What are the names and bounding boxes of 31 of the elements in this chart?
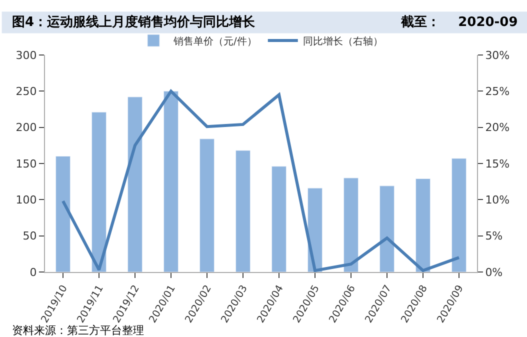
- y-tick-label: 100: [16, 194, 37, 207]
- legend-label: 销售单价（元/件）: [172, 35, 257, 48]
- y-tick-label: 150: [16, 157, 37, 170]
- chart-title: 图4：运动服线上月度销售均价与同比增长: [12, 14, 256, 30]
- y-tick-label: 0: [30, 266, 37, 279]
- bar: [452, 158, 466, 272]
- y2-tick-label: 25%: [485, 85, 510, 98]
- y2-tick-label: 0%: [485, 266, 503, 279]
- bar: [200, 138, 214, 272]
- y-tick-label: 250: [16, 85, 37, 98]
- y-tick-label: 200: [16, 121, 37, 134]
- bar: [344, 178, 358, 272]
- bar: [164, 90, 178, 272]
- y2-tick-label: 10%: [485, 194, 510, 207]
- y-tick-label: 300: [16, 48, 37, 62]
- bar: [380, 186, 394, 272]
- legend-label: 同比增长（右轴）: [302, 35, 383, 48]
- bar: [416, 178, 430, 272]
- bar: [92, 112, 106, 272]
- chart-subtitle: 截至： 2020-09: [400, 15, 518, 30]
- y2-tick-label: 15%: [485, 157, 510, 170]
- y2-tick-label: 5%: [485, 230, 503, 243]
- bar: [128, 96, 142, 272]
- bar: [236, 150, 250, 272]
- bar: [56, 156, 70, 272]
- y2-tick-label: 30%: [485, 48, 510, 62]
- text: 资料来源：第三方平台整理: [12, 324, 144, 337]
- line-series: [62, 90, 460, 272]
- y2-tick-label: 20%: [485, 121, 510, 134]
- bar: [272, 166, 286, 272]
- y-tick-label: 50: [22, 230, 37, 243]
